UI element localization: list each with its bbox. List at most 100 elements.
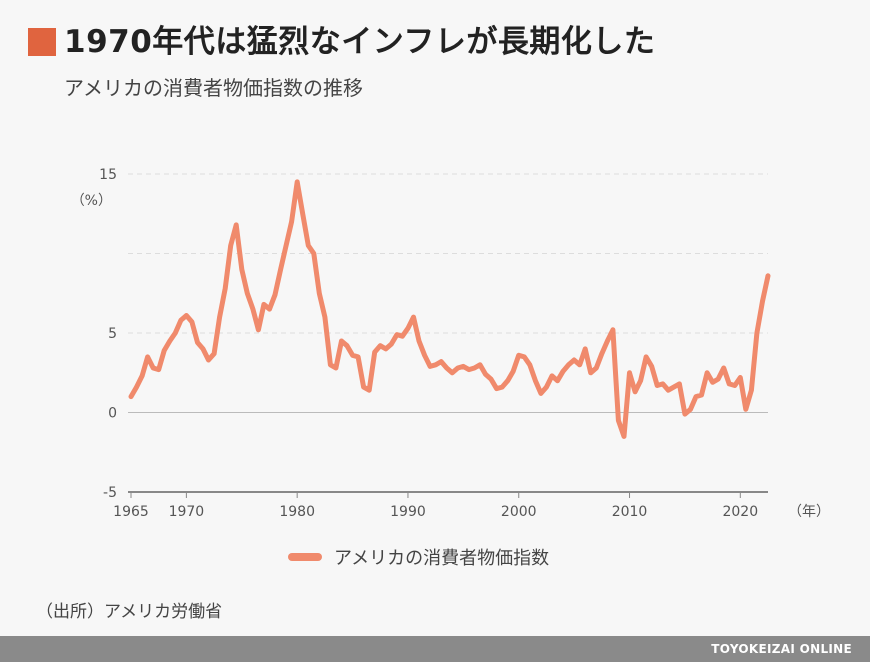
- data-point: [616, 418, 621, 423]
- source-note: （出所）アメリカ労働省: [36, 602, 223, 622]
- data-point: [483, 372, 488, 377]
- data-point: [311, 251, 316, 256]
- data-point: [211, 351, 217, 356]
- data-point: [328, 362, 333, 367]
- data-point: [344, 343, 350, 348]
- data-point: [178, 318, 184, 323]
- footer-brand: TOYOKEIZAI ONLINE: [711, 642, 852, 656]
- x-tick-label: 1965: [113, 504, 149, 520]
- y-unit-label: （%）: [71, 193, 112, 209]
- data-point: [306, 243, 311, 248]
- data-point: [710, 380, 715, 385]
- data-point: [538, 391, 544, 396]
- legend-label: アメリカの消費者物価指数: [334, 548, 550, 569]
- data-point: [461, 364, 466, 369]
- data-point: [139, 373, 145, 379]
- data-point: [355, 354, 361, 360]
- data-point: [267, 306, 272, 312]
- data-point: [583, 346, 588, 352]
- data-point: [189, 319, 195, 325]
- data-point: [156, 367, 161, 372]
- data-point: [151, 365, 156, 371]
- y-tick-label: -5: [103, 485, 117, 501]
- data-point: [372, 349, 377, 355]
- data-point: [677, 381, 682, 387]
- data-point: [549, 373, 555, 379]
- y-tick-label: 0: [108, 406, 117, 422]
- footer-bar: TOYOKEIZAI ONLINE: [0, 636, 870, 662]
- data-point: [333, 365, 339, 371]
- data-point: [283, 243, 289, 248]
- data-point: [405, 326, 411, 331]
- data-point: [317, 291, 322, 296]
- data-point: [295, 179, 300, 185]
- data-point: [660, 381, 665, 387]
- data-point: [367, 388, 372, 393]
- data-point: [361, 384, 366, 390]
- data-point: [671, 384, 676, 390]
- data-point: [256, 327, 261, 332]
- data-point: [167, 338, 172, 344]
- data-point: [128, 394, 134, 399]
- chart-subtitle: アメリカの消費者物価指数の推移: [64, 76, 363, 100]
- data-point: [145, 354, 150, 360]
- data-point: [184, 313, 189, 318]
- data-point: [322, 314, 328, 320]
- data-point: [743, 407, 748, 412]
- data-point: [389, 341, 394, 347]
- line-chart: 15 5 0 -5 （%） 1965 1970 1980 1990 2000 2010 2020 （年）: [71, 167, 830, 520]
- data-point: [433, 362, 438, 367]
- data-point: [378, 343, 383, 348]
- y-tick-label: 15: [99, 167, 117, 183]
- data-point: [721, 365, 726, 371]
- title-block: 1970年代は猛烈なインフレが長期化した: [28, 24, 655, 60]
- x-tick-label: 2010: [612, 504, 648, 520]
- data-point: [444, 365, 449, 371]
- data-point: [173, 330, 178, 336]
- data-point: [666, 388, 671, 393]
- data-point: [555, 378, 560, 383]
- data-point: [250, 306, 256, 312]
- data-point: [577, 362, 582, 367]
- data-point: [383, 346, 388, 352]
- data-point: [422, 353, 427, 358]
- x-unit-label: （年）: [788, 504, 830, 520]
- x-tick-label: 1990: [390, 504, 426, 520]
- data-point: [715, 376, 721, 382]
- data-point: [688, 407, 693, 412]
- chart-title: 1970年代は猛烈なインフレが長期化した: [64, 24, 656, 60]
- data-point: [571, 357, 577, 363]
- title-marker: [28, 28, 56, 56]
- data-point: [693, 394, 699, 399]
- data-point: [206, 357, 211, 363]
- data-point: [261, 302, 267, 307]
- data-point: [627, 370, 632, 375]
- data-point: [522, 354, 527, 360]
- data-point: [339, 338, 344, 344]
- data-point: [134, 384, 139, 390]
- data-point: [278, 267, 283, 272]
- data-point: [632, 389, 638, 394]
- data-point: [760, 299, 765, 304]
- data-point: [682, 411, 688, 417]
- data-point: [527, 362, 532, 367]
- data-point: [516, 353, 521, 358]
- legend: アメリカの消費者物価指数: [288, 544, 549, 570]
- data-point: [234, 222, 239, 228]
- data-point: [560, 369, 566, 374]
- data-point: [638, 378, 643, 383]
- data-point: [416, 338, 422, 344]
- data-point: [566, 362, 571, 367]
- data-point: [195, 340, 200, 345]
- data-point: [427, 364, 433, 369]
- data-point: [765, 273, 771, 278]
- data-point: [228, 243, 233, 248]
- data-point: [594, 365, 599, 371]
- data-point: [400, 334, 405, 339]
- data-point: [610, 327, 616, 332]
- data-point: [162, 348, 167, 353]
- data-point: [466, 367, 472, 372]
- x-tick-label: 1980: [279, 504, 315, 520]
- data-point: [621, 434, 627, 439]
- data-point: [704, 370, 710, 375]
